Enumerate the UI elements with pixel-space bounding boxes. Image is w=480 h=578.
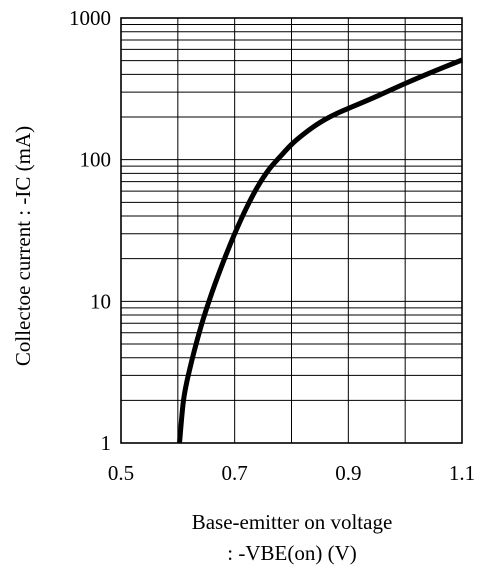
x-tick-label: 0.9	[335, 461, 361, 485]
x-axis-title-line-2: : -VBE(on) (V)	[227, 541, 356, 565]
x-axis-title-line-1: Base-emitter on voltage	[192, 510, 393, 534]
x-tick-label: 0.7	[222, 461, 248, 485]
y-tick-label: 10	[90, 289, 111, 313]
y-tick-label: 100	[80, 148, 112, 172]
y-tick-label: 1000	[69, 6, 111, 30]
y-tick-label: 1	[101, 431, 112, 455]
plot-frame	[120, 17, 463, 444]
y-axis-title: Collectoe current : -IC (mA)	[11, 126, 35, 366]
x-axis-ticks: 0.5 0.7 0.9 1.1	[108, 461, 475, 485]
x-tick-label: 1.1	[449, 461, 475, 485]
series-line	[177, 57, 463, 444]
series-layer	[177, 57, 463, 444]
y-axis-ticks: 1 10 100 1000	[69, 6, 111, 455]
x-tick-label: 0.5	[108, 461, 134, 485]
grid	[121, 18, 462, 443]
